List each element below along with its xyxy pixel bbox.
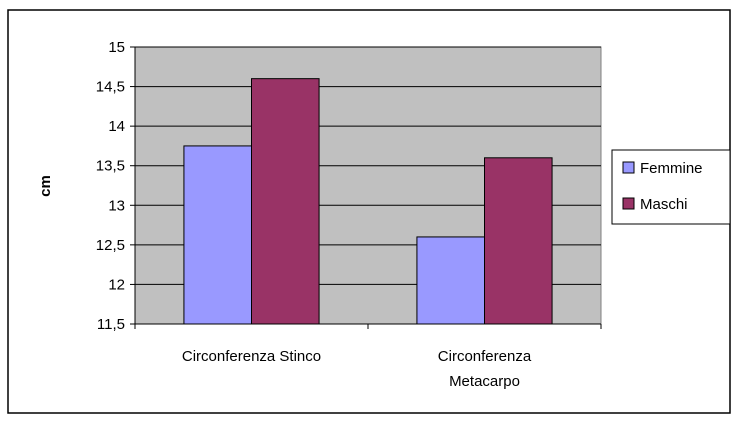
x-tick-label: Circonferenza Stinco bbox=[182, 348, 321, 365]
bar-maschi bbox=[484, 157, 553, 325]
x-tick-label: Circonferenza bbox=[438, 348, 532, 365]
y-tick-label: 12,5 bbox=[96, 237, 125, 254]
bar-femmine bbox=[183, 145, 252, 325]
y-tick-label: 11,5 bbox=[97, 316, 125, 333]
bar-maschi bbox=[251, 78, 320, 325]
y-tick-label: 14 bbox=[108, 118, 125, 135]
y-tick-label: 13 bbox=[108, 197, 125, 214]
y-tick-label: 12 bbox=[108, 276, 125, 293]
y-tick-label: 15 bbox=[108, 39, 125, 56]
y-axis-label: cm bbox=[37, 175, 54, 197]
y-tick-label: 14,5 bbox=[96, 79, 125, 96]
legend-label: Femmine bbox=[640, 160, 703, 177]
legend-label: Maschi bbox=[640, 196, 688, 213]
legend-swatch bbox=[622, 161, 635, 174]
legend-swatch bbox=[622, 197, 635, 210]
axes: 11,5 12 12,5 13 13,5 14 14,5 15 Circonferenza St… bbox=[96, 39, 602, 390]
bars bbox=[183, 78, 553, 325]
legend: Femmine Maschi bbox=[611, 149, 731, 225]
bar-femmine bbox=[416, 236, 485, 325]
y-tick-label: 13,5 bbox=[96, 158, 125, 175]
x-tick-label: Metacarpo bbox=[449, 373, 520, 390]
